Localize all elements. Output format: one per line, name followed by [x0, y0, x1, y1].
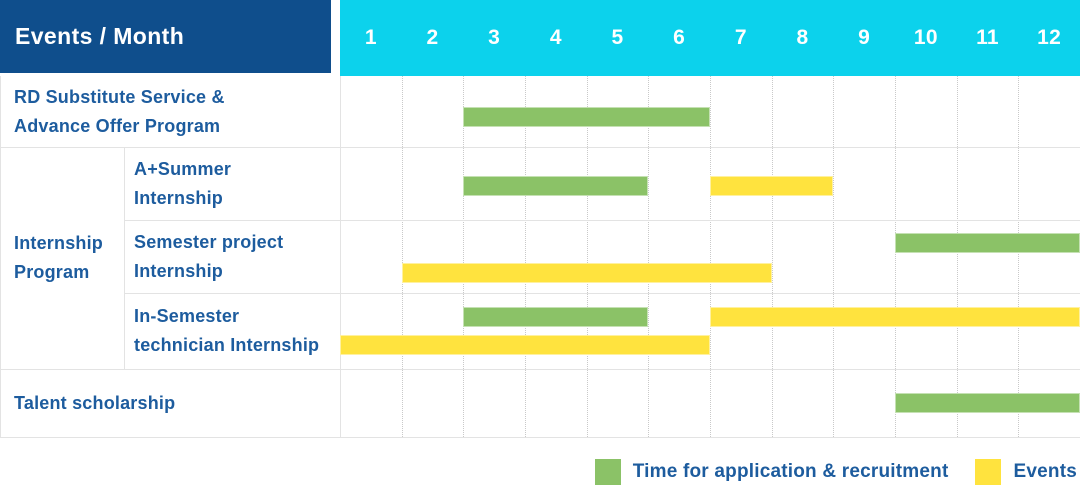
month-header-strip: 1 2 3 4 5 6 7 8 9 10 11 12 [340, 0, 1080, 76]
row-label-talent-scholarship: Talent scholarship [0, 369, 340, 437]
month-gridline [525, 76, 526, 437]
row-label-in-semester-technician-internship-line: In-Semester [134, 306, 240, 326]
month-gridline [1018, 76, 1020, 437]
bar-recruitment-in-semester-technician-internship [463, 307, 649, 327]
row-label-in-semester-technician-internship-line: technician Internship [134, 335, 320, 355]
month-gridline [586, 76, 588, 437]
row-label-semester-project-internship-line: Internship [134, 260, 224, 281]
bar-events-a-summer-internship [710, 176, 834, 196]
bar-recruitment-talent-scholarship [895, 393, 1080, 413]
month-header-1: 1 [364, 26, 377, 49]
month-gridline [771, 76, 773, 437]
group-label-internship-program-line: Internship [14, 233, 104, 253]
group-label-internship-program-line: Program [14, 262, 90, 282]
month-header-2: 2 [426, 26, 439, 49]
table-title: Events / Month [15, 23, 185, 49]
bar-events-in-semester-technician-internship [710, 307, 1080, 327]
group-label-internship-program: Internship Program [0, 147, 340, 369]
row-divider [0, 147, 1080, 148]
row-label-semester-project-internship-line: Semester project [134, 231, 284, 252]
month-gridline [401, 76, 403, 437]
row-label-talent-scholarship-line: Talent scholarship [14, 392, 176, 413]
row-label-semester-project-internship: Semester project Internship [124, 220, 340, 293]
month-header-7: 7 [734, 26, 747, 49]
month-header-11: 11 [976, 26, 999, 49]
row-divider [0, 437, 1080, 438]
month-header-10: 10 [913, 26, 938, 49]
month-gridline [833, 76, 835, 437]
month-header-3: 3 [488, 26, 501, 49]
row-label-in-semester-technician-internship: In-Semester technician Internship [124, 293, 340, 369]
row-label-a-summer-internship-line: Internship [134, 187, 224, 208]
row-divider [124, 220, 1080, 221]
month-header-12: 12 [1037, 26, 1062, 49]
month-gridline [648, 76, 650, 437]
bar-recruitment-rd-substitute-service-advance-offer-program [463, 107, 710, 127]
month-header-6: 6 [673, 26, 686, 49]
month-gridline [463, 76, 465, 437]
bar-recruitment-semester-project-internship [895, 233, 1080, 253]
legend-label-recruitment: Time for application & recruitment [632, 461, 949, 482]
label-chart-divider [340, 76, 341, 437]
month-header-5: 5 [611, 26, 624, 49]
bar-recruitment-a-summer-internship [463, 176, 649, 196]
legend: Time for application & recruitment Event… [594, 453, 1077, 491]
month-header-4: 4 [549, 26, 562, 49]
legend-swatch-recruitment-icon [594, 459, 621, 485]
row-divider [124, 293, 1080, 294]
row-label-a-summer-internship-line: A+Summer [134, 158, 232, 179]
row-divider [0, 369, 1080, 370]
month-gridline [710, 76, 711, 437]
row-label-a-summer-internship: A+Summer Internship [124, 147, 340, 220]
row-label-rd-substitute-service-advance-offer-program-line: Advance Offer Program [14, 115, 221, 136]
table-left-border [0, 76, 1, 437]
legend-swatch-events-icon [975, 459, 1002, 485]
bar-events-in-semester-technician-internship [340, 335, 710, 355]
month-header-9: 9 [858, 26, 871, 49]
bar-events-semester-project-internship [401, 263, 772, 283]
table-corner-header: Events / Month [0, 0, 331, 73]
month-gridline [895, 76, 896, 437]
row-label-rd-substitute-service-advance-offer-program-line: RD Substitute Service & [14, 86, 225, 107]
legend-label-events: Events [1013, 461, 1077, 482]
month-gridline [956, 76, 958, 437]
sublabel-divider [124, 147, 125, 369]
month-header-8: 8 [796, 26, 809, 49]
row-label-rd-substitute-service-advance-offer-program: RD Substitute Service & Advance Offer Pro… [0, 76, 340, 147]
